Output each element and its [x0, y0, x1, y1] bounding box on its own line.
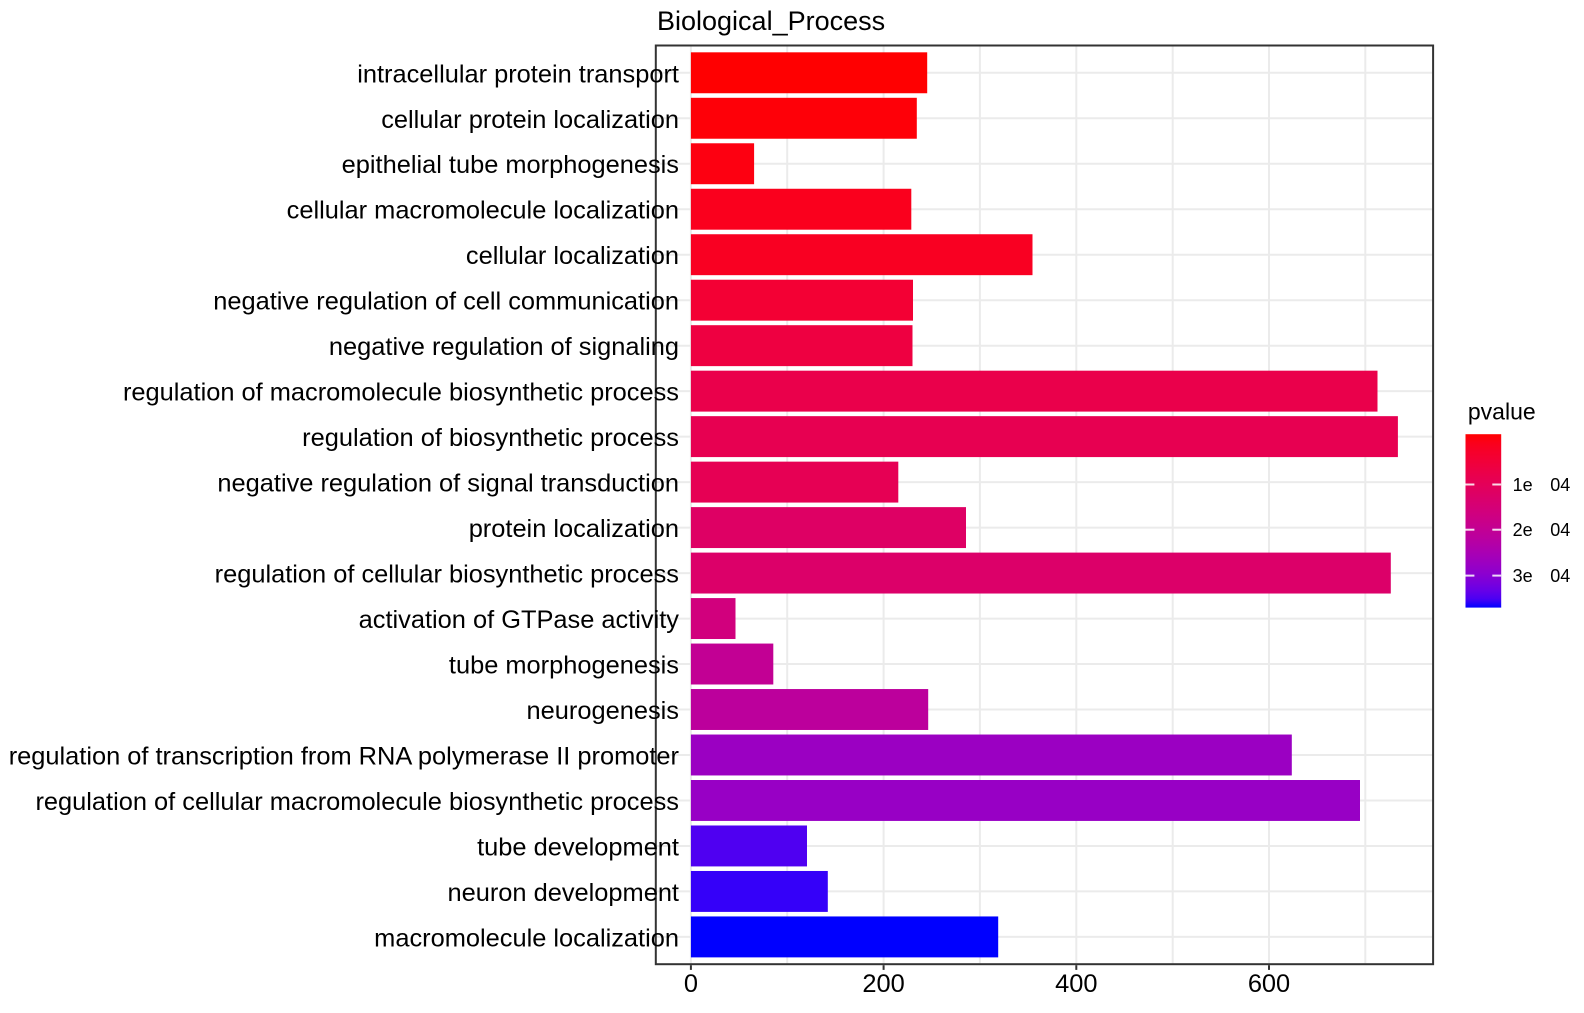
- svg-text:epithelial tube morphogenesis: epithelial tube morphogenesis: [342, 151, 679, 179]
- svg-text:04: 04: [1550, 520, 1570, 540]
- svg-text:protein localization: protein localization: [469, 515, 679, 543]
- svg-text:regulation of macromolecule bi: regulation of macromolecule biosynthetic…: [123, 379, 679, 407]
- svg-text:macromolecule localization: macromolecule localization: [374, 924, 679, 952]
- svg-text:2e: 2e: [1513, 520, 1533, 540]
- svg-text:04: 04: [1550, 475, 1570, 495]
- svg-text:tube development: tube development: [477, 834, 679, 862]
- svg-text:negative regulation of signal: negative regulation of signal transducti…: [217, 470, 679, 498]
- svg-text:activation of GTPase activity: activation of GTPase activity: [359, 606, 680, 634]
- svg-text:tube morphogenesis: tube morphogenesis: [449, 652, 679, 680]
- svg-text:regulation of cellular biosynt: regulation of cellular biosynthetic proc…: [215, 561, 679, 589]
- svg-text:regulation of transcription fr: regulation of transcription from RNA pol…: [9, 743, 680, 771]
- svg-text:regulation of biosynthetic pro: regulation of biosynthetic process: [302, 424, 679, 452]
- svg-text:Biological_Process: Biological_Process: [657, 6, 885, 36]
- svg-text:negative regulation of signali: negative regulation of signaling: [329, 333, 679, 361]
- svg-text:neurogenesis: neurogenesis: [527, 697, 679, 725]
- svg-text:cellular macromolecule localiz: cellular macromolecule localization: [287, 197, 679, 225]
- svg-text:400: 400: [1055, 970, 1097, 998]
- svg-text:cellular localization: cellular localization: [466, 242, 679, 270]
- svg-text:intracellular protein transpor: intracellular protein transport: [357, 60, 679, 88]
- svg-text:0: 0: [684, 970, 698, 998]
- svg-text:negative regulation of cell co: negative regulation of cell communicatio…: [213, 288, 679, 316]
- svg-text:200: 200: [862, 970, 904, 998]
- svg-text:600: 600: [1248, 970, 1290, 998]
- svg-text:04: 04: [1550, 566, 1570, 586]
- svg-text:regulation of cellular macromo: regulation of cellular macromolecule bio…: [35, 788, 679, 816]
- svg-text:3e: 3e: [1513, 566, 1533, 586]
- svg-text:1e: 1e: [1513, 475, 1533, 495]
- svg-text:neuron development: neuron development: [447, 879, 679, 907]
- svg-text:cellular protein localization: cellular protein localization: [381, 106, 679, 134]
- svg-text:pvalue: pvalue: [1468, 399, 1536, 425]
